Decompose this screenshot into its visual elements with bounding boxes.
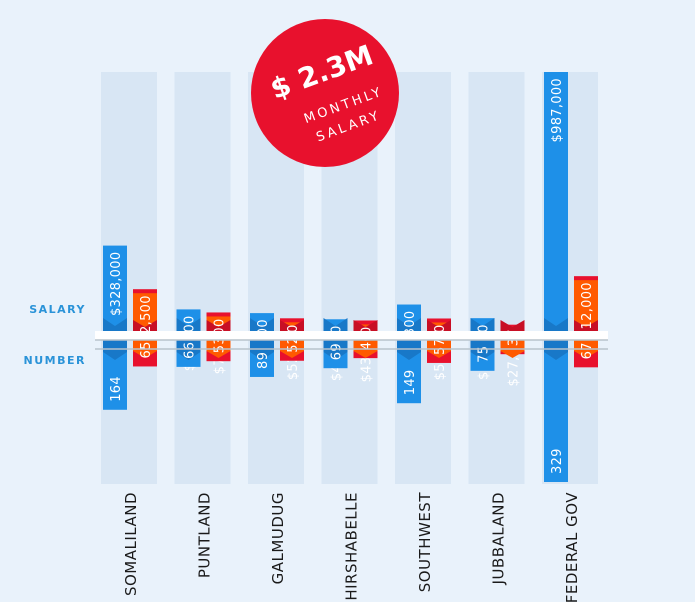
number-bar-red-notch-federal-gov — [574, 351, 598, 358]
number-bar-red-notch-hirshabelle — [353, 351, 378, 358]
salary-bar-blue-federal-gov — [544, 72, 568, 332]
category-label-puntland: PUNTLAND — [196, 492, 214, 578]
column-bg-jubbaland — [468, 72, 525, 484]
number-label-blue-hirshabelle: 69 — [330, 343, 345, 360]
salary-bar-blue-notch-hirshabelle — [323, 318, 348, 332]
salary-bar-red-notch-somaliland — [133, 320, 157, 332]
axis-band — [95, 331, 608, 340]
salary-label-blue-somaliland: $328,000 — [109, 252, 124, 316]
salary-bar-blue-notch-galmudug — [250, 318, 274, 332]
number-bar-red-tint-federal-gov — [574, 338, 598, 351]
number-bar-red-tint-somaliland — [133, 338, 157, 351]
number-bar-red-notch-southwest — [427, 351, 451, 358]
salary-axis-label: SALARY — [29, 303, 86, 316]
category-label-federal-gov: FEDERAL GOV — [563, 492, 581, 602]
salary-bar-red-notch-jubbaland — [500, 320, 525, 332]
number-label-blue-federal-gov: 329 — [550, 448, 565, 474]
number-label-blue-southwest: 149 — [403, 369, 418, 395]
number-bar-red-tint-southwest — [427, 338, 451, 351]
salary-bar-red-notch-federal-gov — [574, 320, 598, 332]
salary-bar-red-notch-southwest — [427, 320, 451, 332]
category-label-somaliland: SOMALILAND — [122, 492, 140, 596]
number-axis-label: NUMBER — [24, 354, 86, 367]
number-label-blue-puntland: 66 — [183, 342, 198, 359]
category-label-jubbaland: JUBBALAND — [490, 492, 508, 585]
salary-bar-red-notch-galmudug — [280, 320, 304, 332]
number-label-blue-galmudug: 89 — [256, 352, 271, 369]
number-bar-red-notch-galmudug — [280, 351, 304, 358]
salary-bar-blue-notch-puntland — [176, 318, 201, 332]
category-label-hirshabelle: HIRSHABELLE — [343, 492, 361, 601]
number-bar-red-notch-puntland — [206, 351, 231, 358]
number-bar-red-notch-jubbaland — [500, 351, 525, 358]
number-label-red-federal-gov: 67 — [580, 342, 595, 359]
number-label-red-somaliland: 65 — [139, 341, 154, 358]
number-bar-red-notch-somaliland — [133, 351, 157, 358]
salary-bar-red-notch-puntland — [206, 320, 231, 332]
number-bar-red-tint-hirshabelle — [353, 338, 378, 351]
salary-bar-blue-notch-jubbaland — [470, 318, 495, 332]
salary-label-blue-federal-gov: $987,000 — [550, 78, 565, 142]
number-bar-red-tint-jubbaland — [500, 338, 525, 351]
category-label-southwest: SOUTHWEST — [416, 492, 434, 593]
monthly-salary-badge: $ 2.3M MONTHLY SALARY — [251, 19, 399, 167]
number-bar-blue-federal-gov — [544, 338, 568, 482]
salary-bar-red-notch-hirshabelle — [353, 320, 378, 332]
number-label-red-southwest: 57 — [433, 338, 448, 355]
salary-bar-blue-notch-southwest — [397, 318, 421, 332]
number-label-blue-somaliland: 164 — [109, 376, 124, 402]
salary-bar-blue-somaliland — [103, 245, 127, 332]
salary-bar-blue-notch-federal-gov — [544, 318, 568, 332]
salary-bar-blue-notch-somaliland — [103, 318, 127, 332]
column-bg-puntland — [174, 72, 231, 484]
category-label-galmudug: GALMUDUG — [269, 492, 287, 584]
number-bar-red-tint-galmudug — [280, 338, 304, 351]
salary-label-red-federal-gov: $212,000 — [580, 282, 595, 346]
badge-circle — [251, 19, 399, 167]
column-bg-southwest — [395, 72, 451, 484]
number-label-blue-jubbaland: 75 — [477, 346, 492, 363]
number-bar-red-tint-puntland — [206, 338, 231, 351]
